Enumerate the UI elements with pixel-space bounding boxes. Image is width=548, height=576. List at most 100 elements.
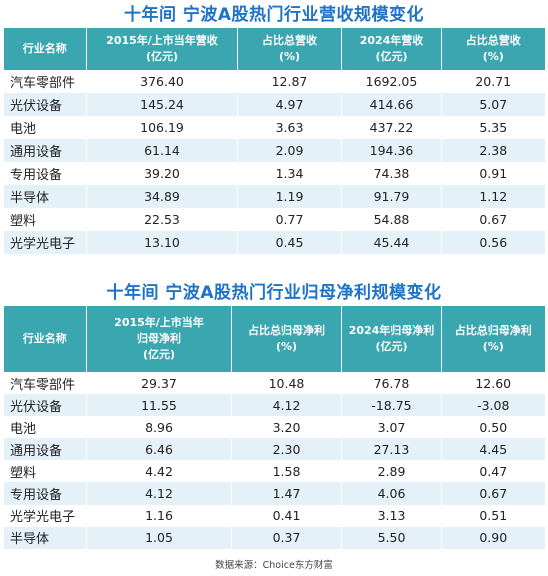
- value-cell: 1.47: [231, 482, 342, 505]
- value-cell: 91.79: [341, 185, 442, 208]
- value-cell: 76.78: [341, 372, 442, 395]
- value-cell: 414.66: [341, 93, 442, 116]
- value-cell: 4.12: [231, 394, 342, 417]
- value-cell: 0.45: [237, 231, 342, 254]
- value-cell: 39.20: [86, 162, 238, 185]
- table2-title: 十年间 宁波A股热门行业归母净利规模变化: [106, 283, 442, 303]
- industry-name-cell: 半导体: [3, 185, 87, 208]
- value-cell: 6.46: [86, 438, 232, 461]
- value-cell: -18.75: [341, 394, 442, 417]
- net-profit-table: 行业名称 2015年/上市当年 归母净利 (亿元) 占比总归母净利 (%) 2024年…: [3, 306, 545, 549]
- header-2015-revenue: 2015年/上市当年营收 (亿元): [86, 28, 238, 70]
- value-cell: 2.30: [231, 438, 342, 461]
- header-2015-share: 占比总营收 (%): [237, 28, 342, 70]
- value-cell: 2.38: [441, 139, 545, 162]
- table-header-row: 行业名称 2015年/上市当年 归母净利 (亿元) 占比总归母净利 (%) 2024年…: [3, 306, 545, 372]
- table-row: 半导体 34.89 1.19 91.79 1.12: [3, 185, 545, 208]
- header-2024-profit: 2024年归母净利 (亿元): [341, 306, 442, 372]
- header-text: 占比总归母净利: [454, 324, 532, 337]
- industry-name-cell: 光学光电子: [3, 231, 87, 254]
- header-text: 归母净利: [137, 332, 181, 345]
- header-text: 占比总归母净利: [248, 324, 325, 337]
- value-cell: 1692.05: [341, 70, 442, 93]
- value-cell: 0.67: [441, 482, 545, 505]
- value-cell: 54.88: [341, 208, 442, 231]
- table-row: 光学光电子 13.10 0.45 45.44 0.56: [3, 231, 545, 254]
- value-cell: 0.56: [441, 231, 545, 254]
- value-cell: 0.67: [441, 208, 545, 231]
- value-cell: 4.97: [237, 93, 342, 116]
- value-cell: 22.53: [86, 208, 238, 231]
- industry-name-cell: 专用设备: [3, 482, 87, 505]
- header-unit: (%): [482, 50, 504, 63]
- table-row: 汽车零部件 376.40 12.87 1692.05 20.71: [3, 70, 545, 93]
- value-cell: 12.60: [441, 372, 545, 395]
- header-2024-profit-share: 占比总归母净利 (%): [441, 306, 545, 372]
- table-row: 光伏设备 145.24 4.97 414.66 5.07: [3, 93, 545, 116]
- table-row: 电池 106.19 3.63 437.22 5.35: [3, 116, 545, 139]
- industry-name-cell: 汽车零部件: [3, 70, 87, 93]
- net-profit-table-body: 汽车零部件 29.37 10.48 76.78 12.60 光伏设备 11.55 4.12 -1…: [3, 372, 545, 549]
- value-cell: 0.51: [441, 504, 545, 527]
- value-cell: 12.87: [237, 70, 342, 93]
- value-cell: 0.41: [231, 504, 342, 527]
- header-text: 占比总营收: [465, 34, 521, 47]
- industry-name-cell: 通用设备: [3, 139, 87, 162]
- header-text: 2024年归母净利: [348, 324, 435, 337]
- value-cell: 2.89: [341, 460, 442, 483]
- industry-name-cell: 光伏设备: [3, 394, 87, 417]
- table-row: 光伏设备 11.55 4.12 -18.75 -3.08: [3, 394, 545, 417]
- value-cell: 34.89: [86, 185, 238, 208]
- table1-title: 十年间 宁波A股热门行业营收规模变化: [123, 5, 425, 25]
- value-cell: 4.12: [86, 482, 232, 505]
- value-cell: 10.48: [231, 372, 342, 395]
- header-text: 2015年/上市当年: [114, 316, 204, 329]
- value-cell: 0.90: [441, 526, 545, 549]
- table-row: 通用设备 61.14 2.09 194.36 2.38: [3, 139, 545, 162]
- revenue-table-body: 汽车零部件 376.40 12.87 1692.05 20.71 光伏设备 145.24 4.…: [3, 70, 545, 254]
- header-text: 2015年/上市当年营收: [106, 34, 218, 47]
- table-row: 汽车零部件 29.37 10.48 76.78 12.60: [3, 372, 545, 395]
- value-cell: 0.37: [231, 526, 342, 549]
- table-row: 电池 8.96 3.20 3.07 0.50: [3, 416, 545, 439]
- industry-name-cell: 半导体: [3, 526, 87, 549]
- value-cell: 29.37: [86, 372, 232, 395]
- value-cell: -3.08: [441, 394, 545, 417]
- table-row: 半导体 1.05 0.37 5.50 0.90: [3, 526, 545, 549]
- table-row: 专用设备 4.12 1.47 4.06 0.67: [3, 482, 545, 505]
- value-cell: 437.22: [341, 116, 442, 139]
- header-unit: (%): [278, 50, 301, 63]
- value-cell: 1.12: [441, 185, 545, 208]
- value-cell: 0.47: [441, 460, 545, 483]
- value-cell: 13.10: [86, 231, 238, 254]
- value-cell: 0.50: [441, 416, 545, 439]
- value-cell: 3.13: [341, 504, 442, 527]
- value-cell: 5.50: [341, 526, 442, 549]
- value-cell: 1.05: [86, 526, 232, 549]
- header-unit: (亿元): [375, 340, 408, 353]
- value-cell: 3.20: [231, 416, 342, 439]
- value-cell: 3.07: [341, 416, 442, 439]
- value-cell: 194.36: [341, 139, 442, 162]
- table-header-row: 行业名称 2015年/上市当年营收 (亿元) 占比总营收 (%) 2024年营收 (亿…: [3, 28, 545, 70]
- value-cell: 1.58: [231, 460, 342, 483]
- value-cell: 2.09: [237, 139, 342, 162]
- value-cell: 1.16: [86, 504, 232, 527]
- header-unit: (%): [275, 340, 298, 353]
- value-cell: 0.91: [441, 162, 545, 185]
- revenue-table: 行业名称 2015年/上市当年营收 (亿元) 占比总营收 (%) 2024年营收 (亿…: [3, 28, 545, 254]
- table-row: 塑料 22.53 0.77 54.88 0.67: [3, 208, 545, 231]
- header-2015-profit: 2015年/上市当年 归母净利 (亿元): [86, 306, 232, 372]
- header-unit: (亿元): [142, 348, 176, 361]
- value-cell: 3.63: [237, 116, 342, 139]
- value-cell: 5.35: [441, 116, 545, 139]
- table-row: 光学光电子 1.16 0.41 3.13 0.51: [3, 504, 545, 527]
- value-cell: 4.06: [341, 482, 442, 505]
- data-source-note: 数据来源：Choice东方财富: [215, 560, 333, 571]
- industry-name-cell: 塑料: [3, 460, 87, 483]
- industry-name-cell: 汽车零部件: [3, 372, 87, 395]
- header-unit: (%): [482, 340, 504, 353]
- value-cell: 8.96: [86, 416, 232, 439]
- header-unit: (亿元): [145, 50, 179, 63]
- value-cell: 4.45: [441, 438, 545, 461]
